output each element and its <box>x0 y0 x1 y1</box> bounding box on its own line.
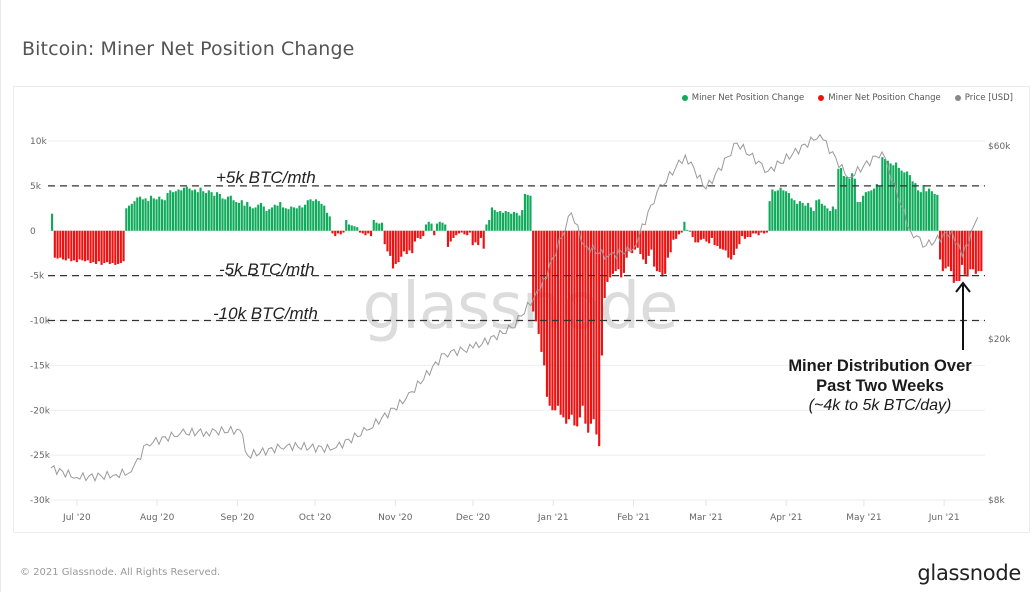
x-tick-label: Dec '20 <box>456 513 490 523</box>
x-tick-label: Feb '21 <box>617 513 650 523</box>
annotation-minus-10k: -10k BTC/mth <box>213 304 318 323</box>
callout-line-1: Miner Distribution Over <box>788 357 972 375</box>
x-tick-label: Nov '20 <box>378 513 413 523</box>
y-tick-label: 5k <box>30 182 42 192</box>
page-left-border <box>0 0 1 592</box>
x-tick-label: Aug '20 <box>140 513 175 523</box>
callout-line-2: Past Two Weeks <box>816 377 944 395</box>
x-tick-label: Mar '21 <box>689 513 723 523</box>
x-tick-label: Sep '20 <box>221 513 255 523</box>
x-tick-label: Oct '20 <box>299 513 332 523</box>
brand-logo[interactable]: glassnode <box>917 561 1021 585</box>
copyright-text: © 2021 Glassnode. All Rights Reserved. <box>20 567 221 578</box>
y-axis-right: $60k $20k $8k <box>988 142 1011 506</box>
x-axis: Jul '20 Aug '20 Sep '20 Oct '20 Nov '20 Dec '… <box>62 500 960 523</box>
x-tick-label: May '21 <box>846 513 881 523</box>
arrow-icon <box>955 281 971 350</box>
legend-label: Miner Net Position Change <box>828 93 941 103</box>
annotation-minus-5k: -5k BTC/mth <box>219 260 315 279</box>
annotation-plus-5k: +5k BTC/mth <box>216 168 316 187</box>
red-dot-icon <box>818 95 825 101</box>
y-tick-label: -30k <box>30 496 51 506</box>
y-tick-label: 10k <box>30 137 47 147</box>
chart-legend: Miner Net Position Change Miner Net Posi… <box>681 93 1013 103</box>
legend-label: Price [USD] <box>964 93 1013 103</box>
page-title: Bitcoin: Miner Net Position Change <box>22 38 355 60</box>
chart-panel <box>13 86 1030 533</box>
y-tick-label: 0 <box>30 227 36 237</box>
legend-label: Miner Net Position Change <box>691 93 805 103</box>
legend-item-positive[interactable]: Miner Net Position Change <box>681 93 805 103</box>
callout-line-3: (~4k to 5k BTC/day) <box>808 397 952 414</box>
y-tick-label: -20k <box>30 406 51 416</box>
y2-tick-label: $8k <box>988 496 1005 506</box>
gray-dot-icon <box>954 95 961 101</box>
y-tick-label: -5k <box>30 272 45 282</box>
y2-tick-label: $60k <box>988 142 1011 152</box>
legend-item-negative[interactable]: Miner Net Position Change <box>818 93 941 103</box>
callout-annotation: Miner Distribution Over Past Two Weeks (… <box>770 356 990 416</box>
y-axis-left: 10k 5k 0 -5k -10k -15k -20k -25k -30k <box>30 137 51 506</box>
x-tick-label: Jul '20 <box>62 513 91 523</box>
green-dot-icon <box>681 95 688 101</box>
y-tick-label: -10k <box>30 317 51 327</box>
x-tick-label: Apr '21 <box>770 513 802 523</box>
y-tick-label: -25k <box>30 451 51 461</box>
x-tick-label: Jan '21 <box>537 513 569 523</box>
bar-series <box>51 157 983 447</box>
legend-item-price[interactable]: Price [USD] <box>954 93 1013 103</box>
price-line <box>50 133 979 483</box>
y-tick-label: -15k <box>30 361 51 371</box>
watermark: glassnode <box>362 270 677 344</box>
x-tick-label: Jun '21 <box>928 513 960 523</box>
y2-tick-label: $20k <box>988 335 1011 345</box>
